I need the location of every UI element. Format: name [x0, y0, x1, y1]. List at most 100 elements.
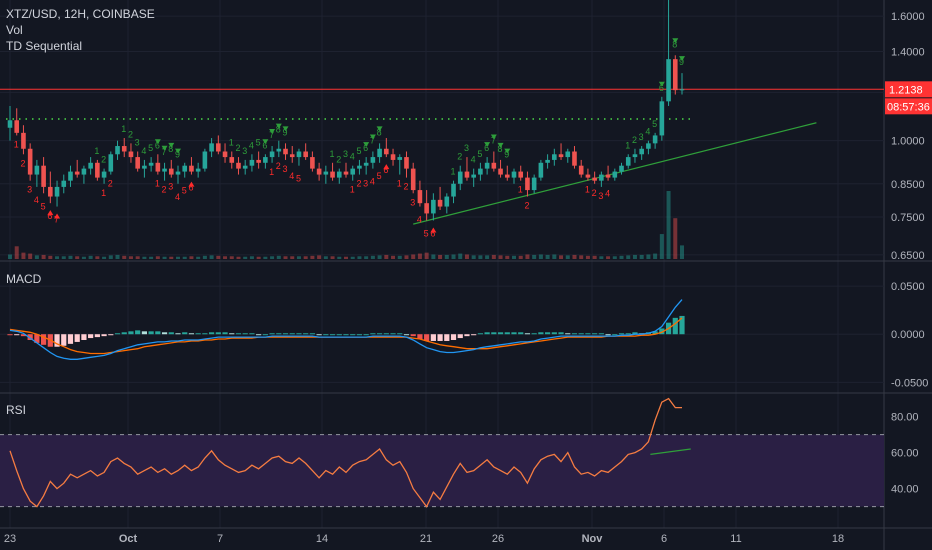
vol-indicator-label[interactable]: Vol — [6, 23, 23, 37]
candle-body — [41, 165, 46, 187]
volume-bar — [444, 254, 449, 259]
macd-histogram-bar — [188, 333, 195, 335]
macd-histogram-bar — [289, 333, 295, 335]
macd-histogram-bar — [61, 334, 67, 346]
volume-bar — [552, 254, 557, 259]
macd-histogram-bar — [571, 333, 578, 335]
candle-body — [491, 162, 497, 169]
volume-bar — [209, 255, 214, 259]
volume-bar — [337, 256, 342, 259]
volume-bar — [236, 256, 241, 259]
candle-body — [404, 157, 409, 169]
td-count: 5 — [148, 143, 153, 153]
volume-bar — [391, 255, 396, 259]
volume-bar — [243, 256, 248, 259]
volume-bar — [75, 256, 80, 259]
td-count: 2 — [162, 185, 167, 195]
td-count: 5 — [356, 146, 361, 156]
macd-histogram-bar — [612, 334, 618, 336]
macd-histogram-bar — [135, 330, 141, 335]
volume-bar — [344, 256, 348, 259]
td-arrow — [369, 134, 376, 140]
volume-bar — [411, 254, 416, 259]
macd-histogram-bar — [403, 334, 410, 336]
volume-bar — [216, 255, 221, 259]
td-count: 9 — [283, 127, 288, 137]
td-count: 3 — [363, 179, 368, 189]
symbol-title[interactable]: XTZ/USD, 12H, COINBASE — [6, 7, 155, 21]
volume-bar — [196, 256, 201, 259]
td-count: 1 — [121, 124, 126, 134]
macd-histogram-bar — [430, 334, 436, 341]
td-count: 3 — [135, 138, 140, 148]
macd-histogram-bar — [598, 333, 604, 335]
volume-bar — [283, 256, 288, 259]
volume-bar — [34, 255, 39, 259]
candle-body — [525, 177, 530, 191]
macd-histogram-bar — [397, 333, 403, 335]
volume-bar — [28, 253, 33, 259]
macd-histogram-bar — [256, 334, 262, 336]
candle-body — [229, 157, 235, 163]
price-tick-label: 0.8500 — [891, 179, 925, 191]
td-sequential-label[interactable]: TD Sequential — [6, 39, 83, 53]
td-count: 8 — [276, 125, 281, 135]
macd-label[interactable]: MACD — [6, 272, 42, 286]
volume-bar — [505, 255, 510, 259]
volume-bar — [68, 255, 73, 259]
macd-histogram-bar — [296, 333, 302, 335]
macd-histogram-bar — [377, 333, 383, 335]
td-count: 5 — [296, 174, 301, 184]
volume-bar — [579, 255, 584, 259]
candle-body — [162, 168, 167, 172]
x-tick-label: 7 — [217, 533, 223, 545]
td-arrow — [262, 139, 269, 145]
price-tick-label: 1.6000 — [891, 11, 925, 23]
macd-histogram-bar — [20, 334, 27, 337]
candle-body — [195, 168, 201, 172]
volume-bar — [323, 256, 328, 259]
x-tick-label: 11 — [730, 533, 741, 545]
candle-body — [121, 146, 127, 152]
td-count: 4 — [605, 189, 610, 199]
rsi-tick-label: 80.00 — [891, 412, 919, 424]
td-count: 3 — [598, 191, 603, 201]
volume-bar — [14, 246, 19, 259]
macd-histogram-bar — [350, 334, 356, 336]
td-count: 1 — [269, 167, 274, 177]
td-count: 5 — [377, 171, 382, 181]
td-count: 1 — [451, 167, 456, 177]
macd-histogram-bar — [471, 334, 477, 336]
volume-bar — [518, 255, 523, 259]
macd-histogram-bar — [121, 332, 127, 335]
td-count: 2 — [632, 135, 637, 145]
volume-bar — [532, 254, 537, 259]
volume-bar — [169, 256, 174, 259]
volume-bar — [464, 254, 469, 259]
td-count: 2 — [524, 201, 529, 211]
candle-body — [659, 101, 665, 136]
td-count: 1 — [625, 140, 630, 150]
rsi-label[interactable]: RSI — [6, 403, 27, 417]
td-count: 2 — [356, 179, 361, 189]
volume-bar — [162, 256, 167, 259]
td-count: 5 — [256, 138, 261, 148]
td-arrow — [54, 213, 61, 219]
macd-histogram-bar — [229, 333, 235, 335]
candle-body — [538, 162, 544, 178]
volume-bar — [431, 254, 436, 259]
volume-bar — [639, 254, 644, 259]
volume-bar — [122, 255, 127, 259]
td-count: 2 — [592, 188, 597, 198]
candle-body — [14, 120, 20, 133]
candle-body — [310, 157, 315, 169]
macd-histogram-bar — [108, 334, 114, 336]
candle-body — [330, 171, 335, 178]
td-arrow — [161, 145, 168, 151]
macd-histogram-bar — [343, 334, 349, 336]
x-tick-label: 23 — [4, 533, 16, 545]
volume-bar — [229, 256, 234, 259]
rsi-tick-label: 60.00 — [891, 448, 919, 460]
td-count: 2 — [457, 152, 462, 162]
td-count: 1 — [229, 138, 234, 148]
